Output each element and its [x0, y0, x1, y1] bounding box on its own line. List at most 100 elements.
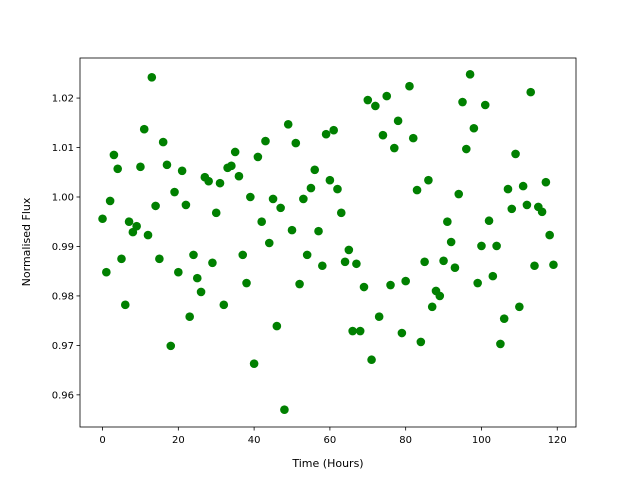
data-point: [318, 261, 327, 271]
x-tick-label: 80: [399, 435, 412, 446]
y-tick-label: 0.96: [52, 390, 74, 401]
data-point: [234, 171, 244, 181]
data-point: [283, 119, 293, 129]
y-tick-label: 1.02: [52, 94, 74, 105]
data-point: [242, 278, 251, 288]
data-point: [405, 81, 414, 91]
data-point: [314, 226, 323, 236]
data-point: [211, 208, 221, 218]
data-point: [499, 314, 509, 323]
data-point: [382, 91, 392, 101]
data-point: [359, 282, 369, 292]
data-point: [511, 149, 520, 159]
x-axis-label: Time (Hours): [291, 457, 363, 470]
data-point: [276, 203, 285, 213]
data-point: [215, 178, 225, 188]
data-point: [204, 176, 213, 186]
data-point: [238, 250, 248, 260]
data-point: [151, 201, 160, 211]
data-point: [170, 187, 179, 197]
data-point: [158, 137, 168, 147]
y-axis-label: Normalised Flux: [20, 197, 33, 286]
data-point: [450, 263, 460, 273]
data-point: [401, 276, 410, 286]
data-point: [124, 217, 134, 227]
data-point: [367, 355, 376, 365]
data-point: [136, 162, 145, 172]
data-point: [462, 144, 471, 154]
data-point: [249, 359, 259, 368]
data-point: [264, 238, 274, 248]
data-point: [484, 216, 494, 226]
data-point: [412, 185, 422, 195]
y-tick-label: 1.00: [52, 192, 74, 203]
plot-frame: [79, 57, 577, 428]
y-tick-label: 0.98: [52, 291, 74, 302]
data-point: [549, 260, 558, 270]
data-point: [257, 217, 266, 227]
data-point: [181, 200, 191, 210]
data-point: [166, 341, 176, 351]
data-point: [333, 184, 342, 194]
y-tick-label: 0.97: [52, 341, 74, 352]
data-point: [386, 280, 395, 290]
data-point: [246, 192, 255, 202]
data-point: [295, 279, 304, 289]
data-point: [352, 259, 361, 269]
data-point: [147, 72, 157, 82]
data-point: [325, 175, 335, 185]
data-point: [420, 257, 429, 267]
data-point: [268, 194, 278, 204]
data-point: [537, 207, 547, 217]
data-point: [132, 221, 141, 231]
data-point: [515, 302, 524, 312]
data-point: [443, 217, 452, 227]
data-point: [143, 230, 153, 240]
data-point: [458, 97, 467, 107]
x-tick-label: 60: [324, 435, 337, 446]
data-point: [162, 160, 172, 170]
x-tick-label: 20: [172, 435, 185, 446]
data-point: [302, 250, 312, 260]
data-point: [492, 241, 501, 251]
data-point: [390, 143, 399, 153]
data-point: [174, 267, 183, 277]
data-point: [435, 291, 445, 301]
data-point: [310, 165, 320, 175]
data-point: [408, 133, 418, 143]
data-point: [306, 183, 316, 193]
data-point: [473, 278, 482, 288]
x-tick-label: 120: [548, 435, 567, 446]
data-point: [189, 250, 198, 260]
data-point: [507, 204, 517, 214]
data-point: [272, 321, 282, 331]
data-point: [321, 129, 331, 139]
data-point: [340, 257, 350, 267]
data-point: [427, 302, 437, 312]
data-point: [139, 124, 149, 134]
data-point: [416, 337, 426, 347]
data-point: [480, 100, 490, 110]
data-point: [355, 326, 365, 336]
data-point: [503, 184, 513, 194]
data-point: [526, 87, 536, 97]
data-point: [541, 177, 551, 187]
x-tick-label: 100: [472, 435, 491, 446]
data-point: [291, 138, 301, 148]
data-point: [363, 95, 373, 105]
data-point: [378, 130, 388, 140]
data-point: [109, 150, 119, 160]
data-point: [155, 254, 164, 264]
data-point: [208, 258, 217, 268]
data-point: [371, 101, 380, 111]
data-point: [185, 312, 194, 321]
data-point: [287, 225, 297, 235]
data-point: [230, 147, 240, 157]
data-point: [192, 273, 202, 283]
data-point: [477, 241, 486, 251]
data-point: [469, 123, 479, 133]
data-point: [518, 181, 528, 191]
data-point: [299, 194, 308, 204]
